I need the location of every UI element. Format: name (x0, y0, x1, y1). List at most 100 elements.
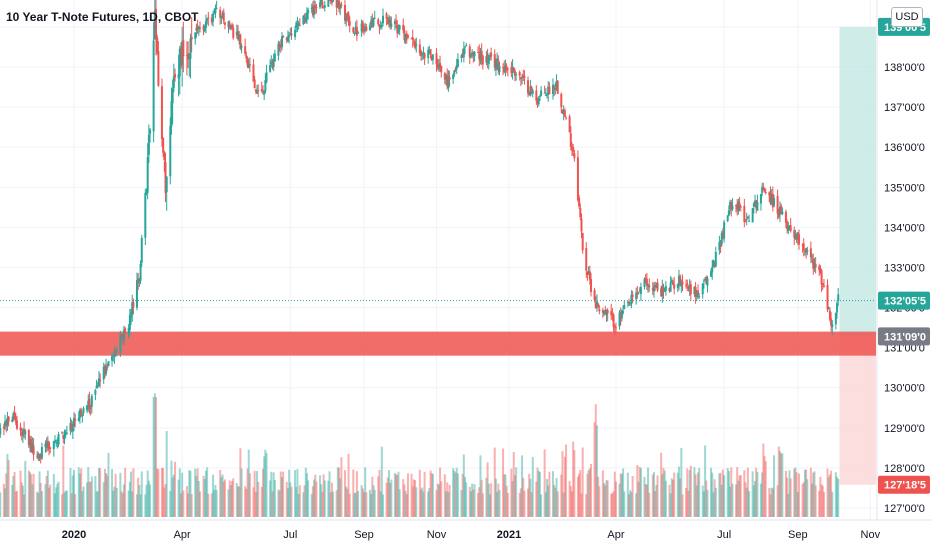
candle-body (224, 23, 226, 25)
candle-body (482, 56, 484, 65)
volume-bar (715, 488, 717, 517)
candle-body (837, 294, 839, 301)
candle-body (648, 286, 650, 288)
candle-body (585, 248, 587, 271)
price-tick-label: 134'00'0 (884, 222, 925, 234)
volume-bar (266, 453, 268, 517)
volume-bar (457, 473, 459, 517)
candle-body (515, 74, 517, 75)
candle-body (821, 270, 823, 284)
candle-body (174, 74, 176, 77)
volume-bar (357, 491, 359, 517)
time-tick-label: 2021 (497, 529, 521, 541)
volume-bar (698, 468, 700, 517)
volume-bar (682, 494, 684, 517)
candle-body (440, 66, 442, 73)
volume-bar (740, 475, 742, 517)
candle-body (315, 7, 317, 8)
volume-bar (548, 472, 550, 517)
candle-body (703, 281, 705, 282)
candle-body (670, 283, 672, 292)
candle-body (474, 52, 476, 56)
volume-bar (141, 471, 143, 517)
candle-body (590, 279, 592, 292)
price-tick-label: 130'00'0 (884, 383, 925, 395)
volume-bar (557, 491, 559, 517)
candle (141, 235, 143, 267)
candle (756, 195, 758, 211)
candle-body (415, 44, 417, 45)
support-zone (0, 332, 876, 356)
candle-body (831, 324, 833, 327)
volume-bar (282, 472, 284, 517)
volume-bar (274, 480, 276, 517)
candle (557, 80, 559, 94)
volume-bar (498, 490, 500, 517)
candle-body (157, 51, 159, 85)
candle-body (153, 41, 155, 132)
volume-bar (58, 482, 60, 517)
candle-body (144, 193, 146, 238)
candle-body (527, 80, 529, 93)
entry-price-tag: 131'09'0 (878, 327, 930, 345)
volume-bar (207, 494, 209, 517)
volume-bar (182, 491, 184, 517)
candle-body (390, 24, 392, 27)
volume-bar (474, 484, 476, 517)
volume-bar (648, 493, 650, 517)
candle-body (281, 36, 283, 47)
candle (715, 247, 717, 267)
volume-bar (432, 474, 434, 517)
volume-bar (623, 491, 625, 517)
candle (465, 43, 467, 47)
volume-bar (399, 489, 401, 517)
candle-body (690, 284, 692, 294)
candle-body (581, 219, 583, 232)
candle-body (790, 225, 792, 231)
volume-bar (806, 479, 808, 517)
candle-body (399, 25, 401, 29)
candle-body (523, 76, 525, 78)
volume-bar (8, 460, 10, 517)
volume-bar (831, 492, 833, 517)
volume-bar (815, 486, 817, 517)
target-zone (839, 27, 876, 337)
volume-bar (582, 448, 584, 517)
volume-bar (365, 492, 367, 517)
candle-body (582, 233, 584, 250)
volume-bar (765, 461, 767, 517)
current-price-tag: 132'05'5 (878, 292, 930, 310)
candle-body (673, 284, 675, 288)
candle-body (41, 447, 43, 459)
candle-body (49, 448, 51, 449)
volume-bar (24, 461, 26, 517)
stop-price-tag: 127'18'5 (878, 476, 930, 494)
candle-body (598, 309, 600, 311)
volume-bar (132, 468, 134, 517)
candle-body (432, 55, 434, 60)
candle-body (33, 446, 35, 455)
candle-body (377, 19, 379, 24)
candles (0, 0, 839, 463)
candle-body (182, 40, 184, 56)
time-tick-label: Apr (174, 529, 191, 541)
volume-bar (424, 472, 426, 517)
candle-body (166, 177, 168, 192)
volume-bar (565, 445, 567, 517)
candle-body (374, 18, 376, 19)
candle (577, 150, 579, 202)
volume-bar (490, 483, 492, 517)
volume-bar (124, 468, 126, 517)
price-tick-label: 129'00'0 (884, 423, 925, 435)
currency-button[interactable]: USD (891, 7, 923, 27)
candle-body (573, 153, 575, 158)
candle-body (723, 222, 725, 239)
time-tick-label: Nov (861, 529, 881, 541)
volume-bar (107, 453, 109, 517)
volume-bar (540, 494, 542, 517)
volume-bar (748, 491, 750, 517)
candle-body (241, 46, 243, 47)
